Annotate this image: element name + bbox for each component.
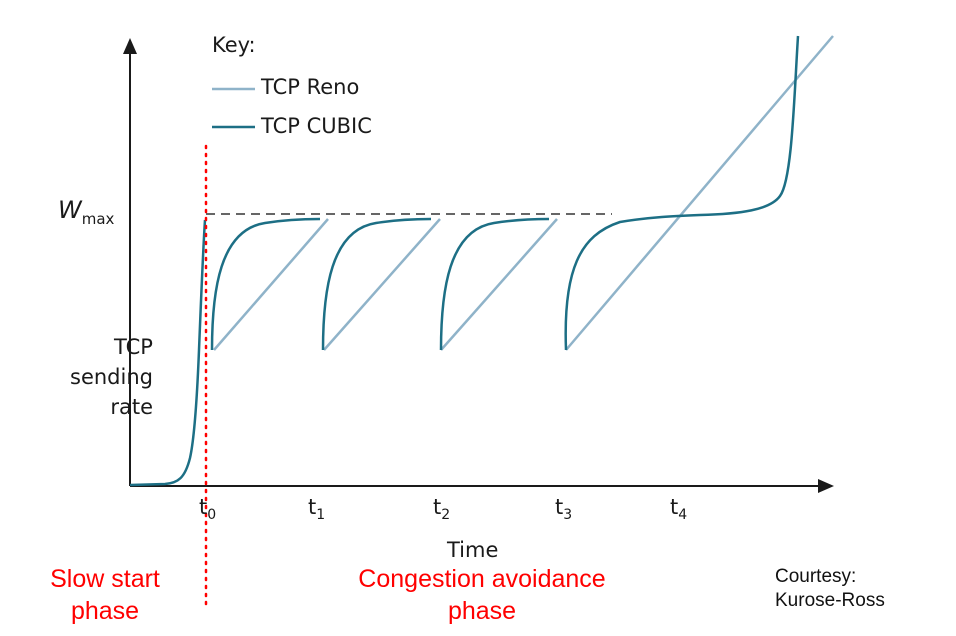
cubic-slow-start: [129, 219, 207, 487]
tick-base: t: [670, 495, 679, 519]
key-reno-label: TCP Reno: [261, 75, 360, 99]
slow-start-line: Slow start: [50, 565, 160, 593]
x-tick-t0: t0: [199, 495, 216, 523]
x-axis-label: Time: [447, 538, 499, 562]
wmax-label: Wmax: [58, 196, 114, 228]
courtesy-credit: Courtesy: Kurose-Ross: [775, 565, 885, 613]
cubic-cycle-3: [439, 217, 550, 351]
slow-start-phase-label: Slow start phase: [20, 563, 190, 627]
y-axis-label-line: sending: [70, 365, 153, 389]
key-title: Key:: [212, 33, 256, 57]
y-axis-label-line: TCP: [114, 335, 153, 359]
key-cubic-label: TCP CUBIC: [261, 114, 372, 138]
congestion-avoidance-phase-label: Congestion avoidance phase: [326, 563, 638, 627]
tick-sub: 4: [678, 507, 688, 524]
tick-sub: 1: [316, 507, 326, 524]
credit-line: Courtesy:: [775, 566, 857, 587]
tick-base: t: [308, 495, 317, 519]
y-axis-arrow: [123, 38, 137, 54]
tick-sub: 0: [207, 507, 217, 524]
tick-sub: 2: [441, 507, 451, 524]
tick-base: t: [199, 495, 208, 519]
tick-base: t: [555, 495, 564, 519]
reno-ramp-4: [565, 35, 834, 351]
cubic-cycle-1: [210, 217, 321, 351]
reno-ramp-3: [440, 218, 558, 351]
cubic-cycle-2: [321, 217, 432, 351]
reno-ramp-1: [213, 218, 329, 351]
congestion-avoidance-line: Congestion avoidance: [358, 565, 606, 593]
x-tick-t1: t1: [308, 495, 325, 523]
wmax-symbol: W: [58, 196, 82, 224]
wmax-subscript: max: [81, 209, 115, 228]
tick-base: t: [433, 495, 442, 519]
x-tick-t4: t4: [670, 495, 687, 523]
x-axis-arrow: [818, 479, 834, 493]
congestion-avoidance-line: phase: [447, 597, 517, 625]
tick-sub: 3: [563, 507, 573, 524]
x-tick-t3: t3: [555, 495, 572, 523]
y-axis-label-line: rate: [110, 395, 153, 419]
credit-line: Kurose-Ross: [775, 590, 885, 611]
reno-ramp-2: [323, 218, 441, 351]
cubic-cycle-4: [564, 35, 800, 351]
slow-start-line: phase: [70, 597, 140, 625]
y-axis-label: TCP sending rate: [70, 332, 153, 422]
x-tick-t2: t2: [433, 495, 450, 523]
